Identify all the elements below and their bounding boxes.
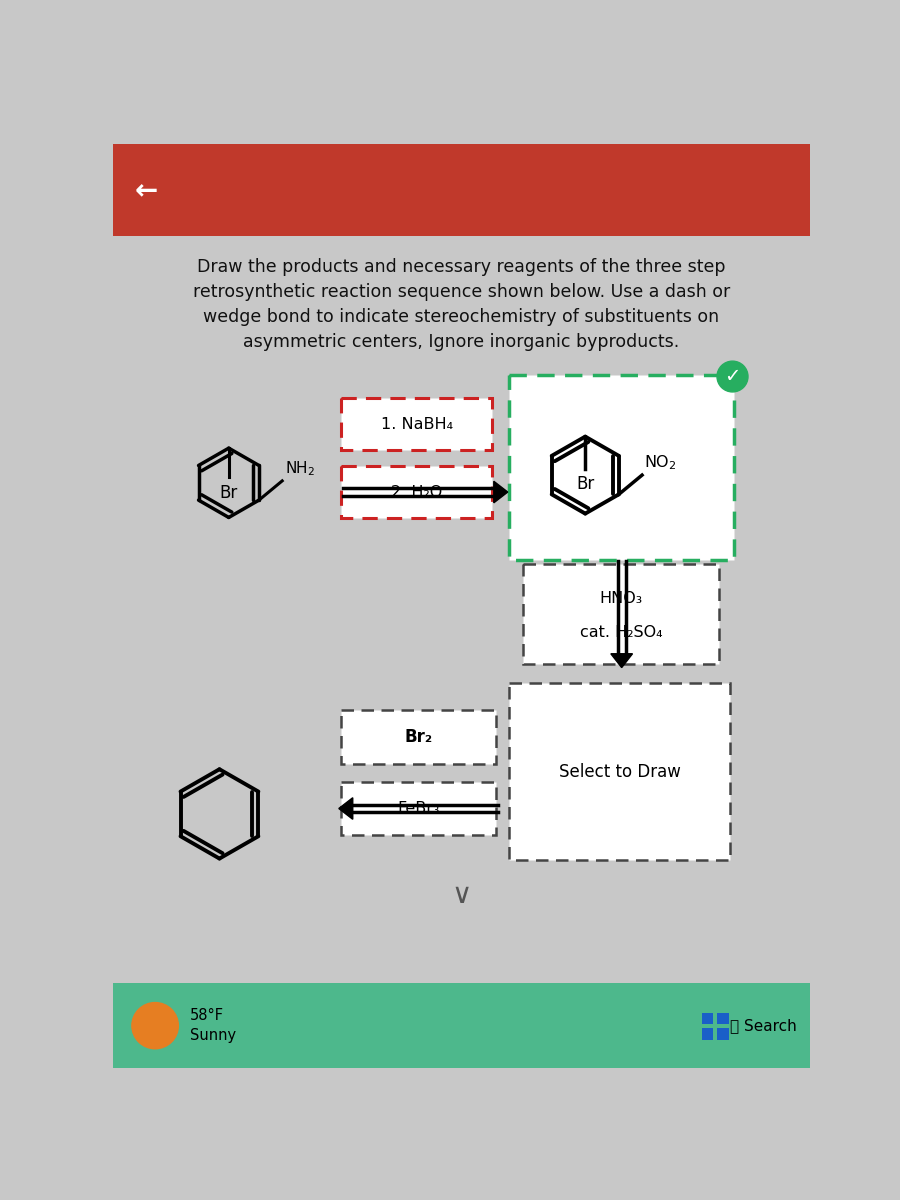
Bar [701, 1013, 713, 1024]
Text: 58°F: 58°F [190, 1008, 224, 1024]
Text: 1. NaBH₄: 1. NaBH₄ [381, 416, 453, 432]
Text: FeBr₃: FeBr₃ [398, 802, 440, 816]
Text: NH$_2$: NH$_2$ [284, 460, 315, 478]
Text: Sunny: Sunny [190, 1028, 236, 1043]
Text: Select to Draw: Select to Draw [559, 762, 680, 780]
FancyBboxPatch shape [341, 466, 492, 518]
FancyBboxPatch shape [341, 781, 496, 835]
Bar [717, 1013, 729, 1024]
FancyBboxPatch shape [509, 374, 734, 559]
FancyBboxPatch shape [523, 564, 718, 664]
Text: ∨: ∨ [451, 881, 472, 908]
Text: Draw the products and necessary reagents of the three step
retrosynthetic reacti: Draw the products and necessary reagents… [193, 258, 730, 350]
Bar [112, 983, 810, 1068]
Circle shape [717, 361, 748, 392]
Bar [112, 144, 810, 236]
Bar [717, 1028, 729, 1039]
Text: ←: ← [134, 178, 158, 205]
Text: HNO₃: HNO₃ [599, 590, 643, 606]
Text: NO$_2$: NO$_2$ [644, 454, 677, 472]
Bar [701, 1028, 713, 1039]
FancyBboxPatch shape [341, 710, 496, 764]
Polygon shape [611, 654, 633, 667]
Text: Br₂: Br₂ [405, 728, 433, 746]
FancyBboxPatch shape [341, 398, 492, 450]
Text: ✓: ✓ [724, 367, 741, 386]
Text: 2. H₂O: 2. H₂O [392, 485, 442, 499]
Text: 🔍 Search: 🔍 Search [730, 1018, 796, 1033]
Text: cat. H₂SO₄: cat. H₂SO₄ [580, 625, 662, 641]
Polygon shape [494, 481, 508, 503]
Text: Br: Br [576, 475, 594, 493]
FancyBboxPatch shape [509, 683, 730, 860]
Text: Br: Br [220, 484, 238, 502]
Circle shape [132, 1002, 178, 1049]
Polygon shape [338, 798, 353, 820]
